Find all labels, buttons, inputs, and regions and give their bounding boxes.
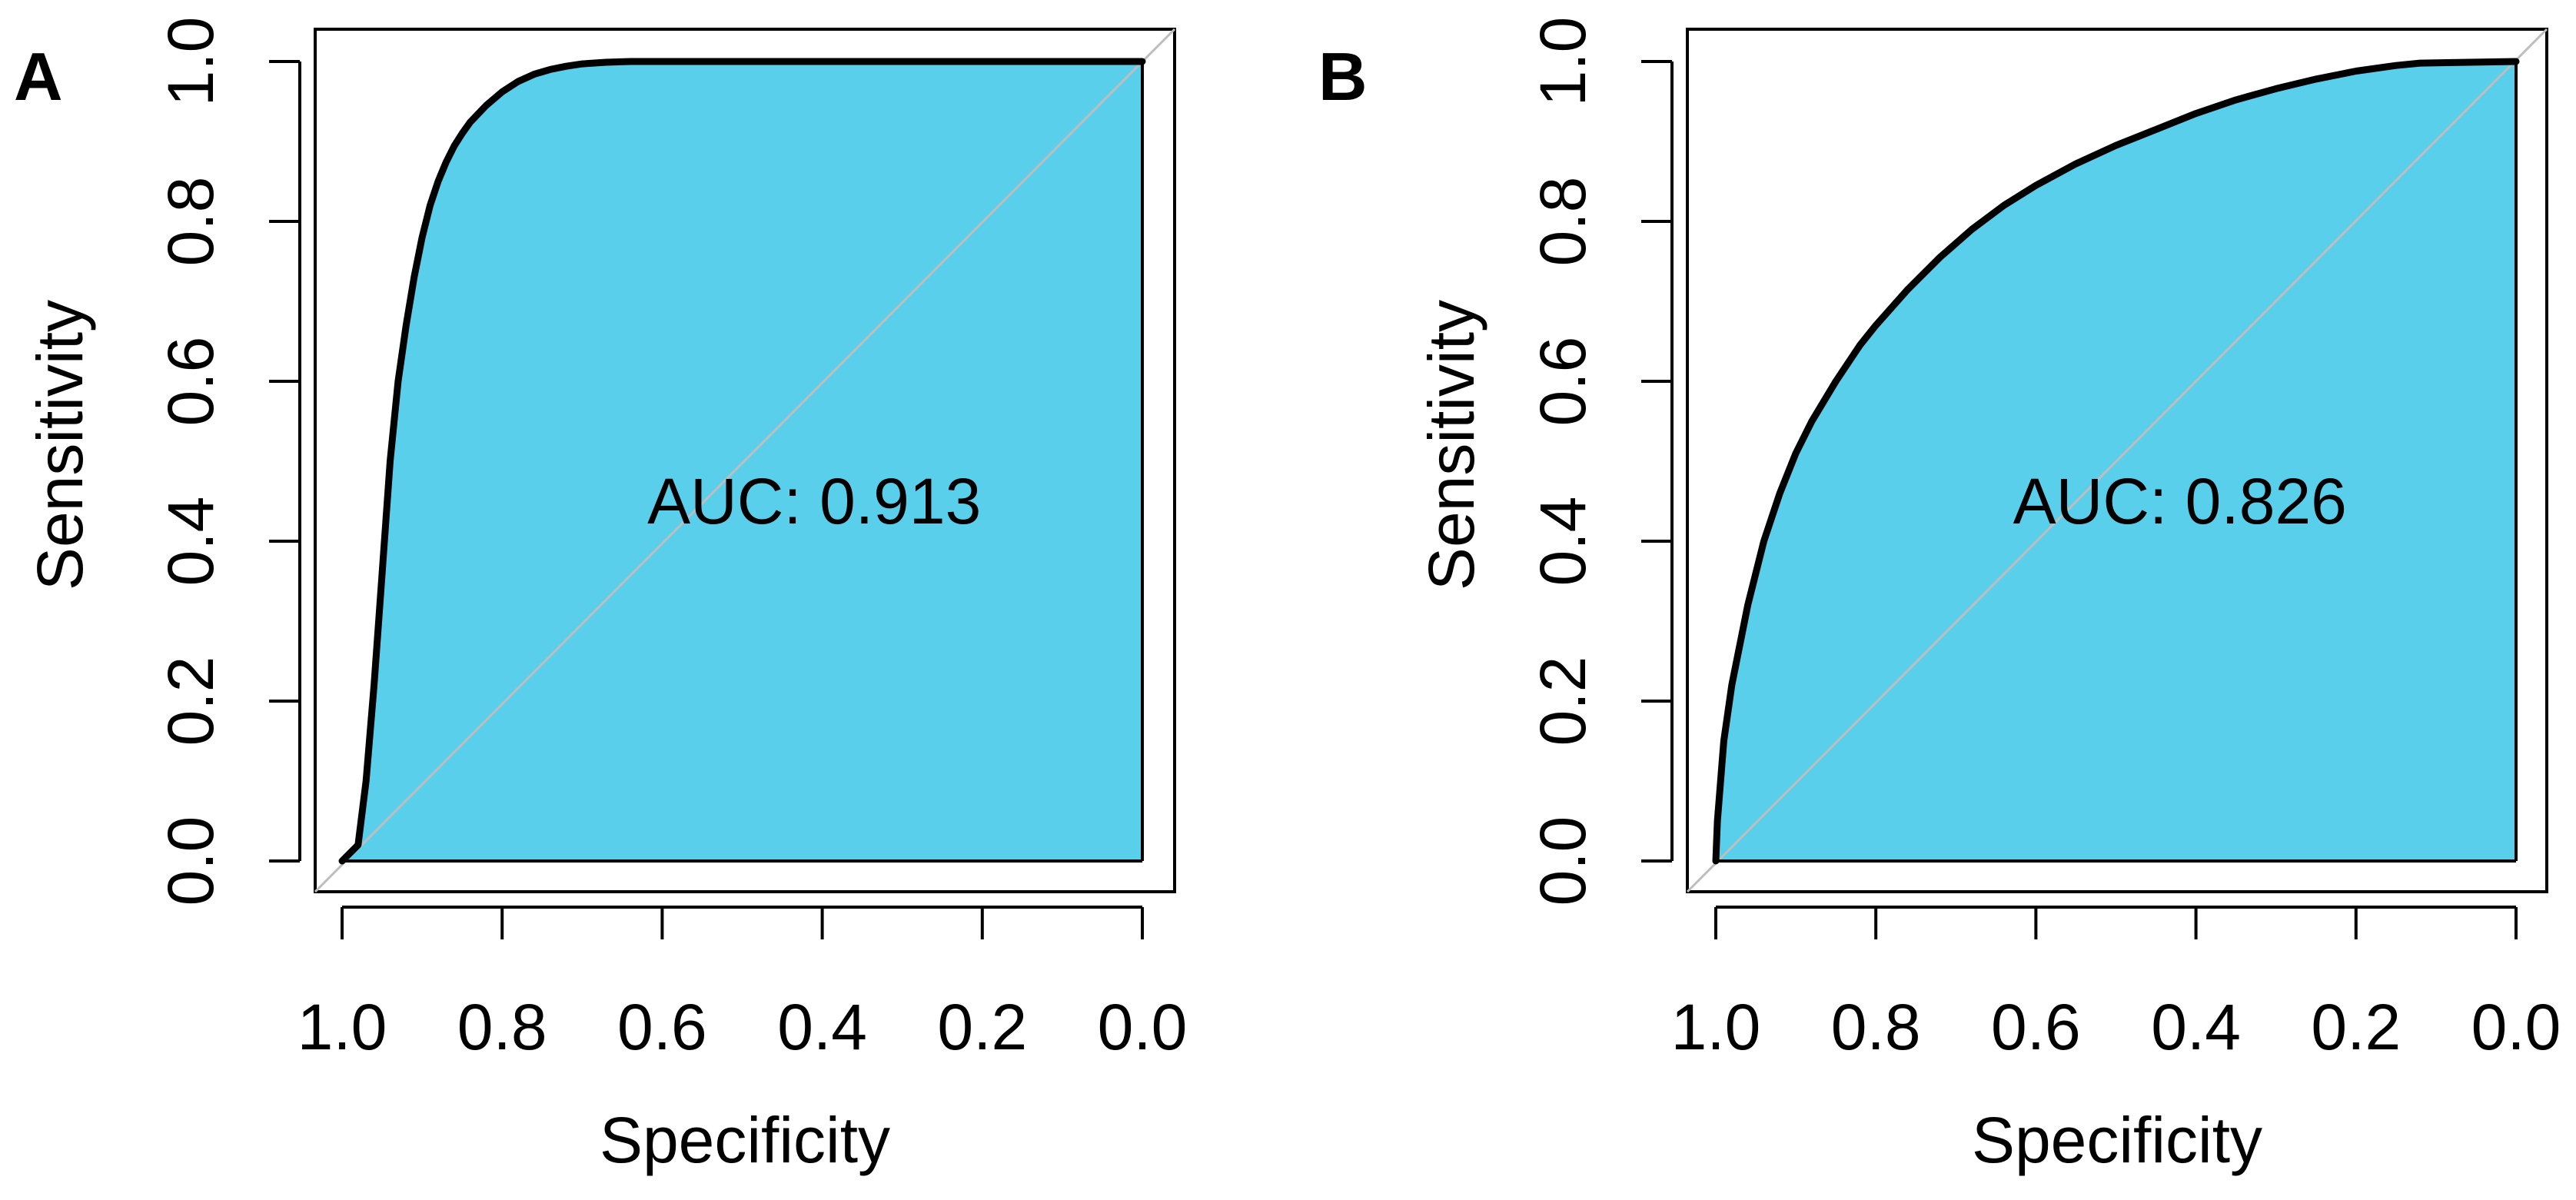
- y-tick-label: 0.4: [1527, 497, 1599, 587]
- y-axis-title: Sensitivity: [1415, 300, 1487, 590]
- y-tick-label: 1.0: [155, 17, 227, 107]
- y-tick-label: 1.0: [1527, 17, 1599, 107]
- roc-curve: [338, 58, 1146, 865]
- x-tick-label: 0.2: [2311, 991, 2401, 1063]
- roc-curve: [1712, 58, 2520, 865]
- x-tick-label: 0.0: [2471, 991, 2561, 1063]
- x-tick-label: 0.6: [617, 991, 707, 1063]
- auc-annotation: AUC: 0.913: [647, 465, 981, 537]
- x-axis-title: Specificity: [1972, 1104, 2262, 1176]
- y-tick-label: 0.0: [155, 816, 227, 906]
- x-tick-label: 1.0: [297, 991, 387, 1063]
- y-tick-label: 0.8: [155, 177, 227, 267]
- roc-plot-a: 1.0 0.8 0.6 0.4 0.2 0.0 0.0 0.2 0.4 0.6 0.8 1.0 Spec…: [24, 17, 1187, 1176]
- x-tick-label: 0.4: [777, 991, 867, 1063]
- y-axis-title: Sensitivity: [24, 300, 96, 590]
- x-axis-title: Specificity: [600, 1104, 890, 1176]
- plot-frame: [1686, 28, 2548, 893]
- reference-diagonal: [314, 28, 1176, 893]
- x-tick-label: 0.8: [457, 991, 547, 1063]
- y-tick-label: 0.8: [1527, 177, 1599, 267]
- reference-diagonal: [1686, 28, 2548, 893]
- x-tick-label: 0.8: [1831, 991, 1921, 1063]
- panel-a-label: A: [14, 38, 63, 115]
- plot-frame: [314, 28, 1176, 893]
- panel-b-label: B: [1318, 38, 1368, 115]
- panel-b: B 1.0 0.8 0.6 0.4 0.2 0.0 0.0 0.2 0.4 0.6 0.8 1.0 Sp…: [1318, 17, 2561, 1176]
- y-tick-label: 0.6: [155, 337, 227, 427]
- x-tick-label: 0.2: [937, 991, 1027, 1063]
- y-tick-label: 0.2: [155, 657, 227, 746]
- y-tick-label: 0.0: [1527, 816, 1599, 906]
- auc-annotation: AUC: 0.826: [2013, 465, 2347, 537]
- y-tick-label: 0.2: [1527, 657, 1599, 746]
- roc-plot-b: 1.0 0.8 0.6 0.4 0.2 0.0 0.0 0.2 0.4 0.6 0.8 1.0 Spec…: [1415, 17, 2561, 1176]
- x-tick-label: 1.0: [1671, 991, 1761, 1063]
- y-tick-label: 0.4: [155, 497, 227, 587]
- x-tick-label: 0.4: [2151, 991, 2241, 1063]
- x-tick-label: 0.6: [1991, 991, 2081, 1063]
- y-tick-label: 0.6: [1527, 337, 1599, 427]
- x-tick-label: 0.0: [1098, 991, 1188, 1063]
- panel-a: A 1.0 0.8 0.6 0.4 0.2 0.0 0.0 0.2 0.4 0.6 0.8 1.0 Sp…: [14, 17, 1187, 1176]
